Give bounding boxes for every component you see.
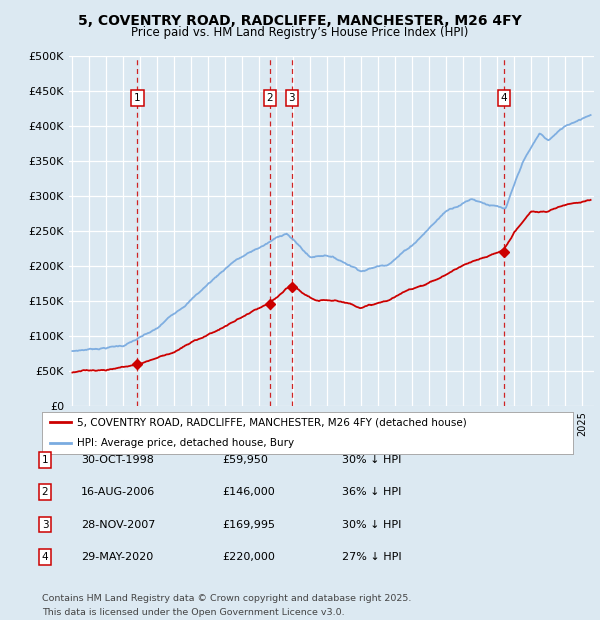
- Text: 1: 1: [41, 455, 49, 465]
- Text: 29-MAY-2020: 29-MAY-2020: [81, 552, 153, 562]
- Text: £220,000: £220,000: [222, 552, 275, 562]
- Text: 1: 1: [134, 93, 141, 103]
- Text: 3: 3: [41, 520, 49, 529]
- Text: HPI: Average price, detached house, Bury: HPI: Average price, detached house, Bury: [77, 438, 293, 448]
- Text: Contains HM Land Registry data © Crown copyright and database right 2025.: Contains HM Land Registry data © Crown c…: [42, 594, 412, 603]
- Text: £146,000: £146,000: [222, 487, 275, 497]
- Text: 16-AUG-2006: 16-AUG-2006: [81, 487, 155, 497]
- Text: 4: 4: [41, 552, 49, 562]
- Text: 5, COVENTRY ROAD, RADCLIFFE, MANCHESTER, M26 4FY: 5, COVENTRY ROAD, RADCLIFFE, MANCHESTER,…: [78, 14, 522, 28]
- Text: 2: 2: [266, 93, 273, 103]
- Text: 3: 3: [289, 93, 295, 103]
- Text: 28-NOV-2007: 28-NOV-2007: [81, 520, 155, 529]
- Text: 30-OCT-1998: 30-OCT-1998: [81, 455, 154, 465]
- Text: 5, COVENTRY ROAD, RADCLIFFE, MANCHESTER, M26 4FY (detached house): 5, COVENTRY ROAD, RADCLIFFE, MANCHESTER,…: [77, 417, 466, 427]
- Text: 27% ↓ HPI: 27% ↓ HPI: [342, 552, 401, 562]
- Text: 30% ↓ HPI: 30% ↓ HPI: [342, 520, 401, 529]
- Text: £169,995: £169,995: [222, 520, 275, 529]
- Text: £59,950: £59,950: [222, 455, 268, 465]
- Text: Price paid vs. HM Land Registry’s House Price Index (HPI): Price paid vs. HM Land Registry’s House …: [131, 26, 469, 39]
- Text: 30% ↓ HPI: 30% ↓ HPI: [342, 455, 401, 465]
- Text: 36% ↓ HPI: 36% ↓ HPI: [342, 487, 401, 497]
- Text: This data is licensed under the Open Government Licence v3.0.: This data is licensed under the Open Gov…: [42, 608, 344, 617]
- Text: 2: 2: [41, 487, 49, 497]
- Text: 4: 4: [501, 93, 508, 103]
